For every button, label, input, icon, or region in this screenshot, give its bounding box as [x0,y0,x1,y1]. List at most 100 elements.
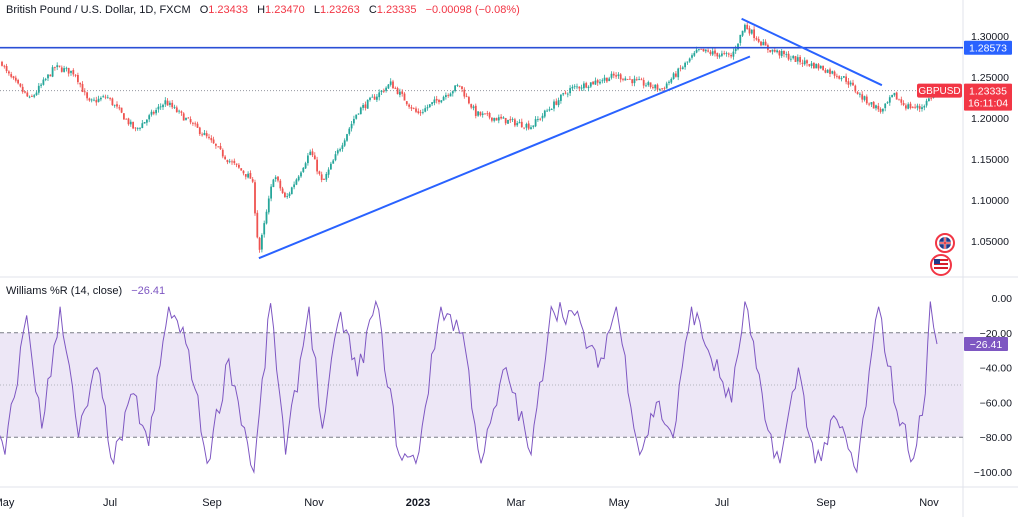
candle [564,90,567,95]
candle [12,75,15,80]
candle [221,148,224,159]
candle [785,51,788,58]
candle [672,72,675,80]
candle [265,209,268,225]
wr-tick-label: −80.00 [980,432,1013,444]
candle [562,92,565,97]
candle [468,95,470,105]
candle [401,89,404,97]
candle [210,135,213,143]
candle [113,104,116,108]
candle [240,168,243,171]
candle [256,210,259,239]
candle [346,133,348,142]
candle [615,72,617,79]
candle [339,147,341,153]
candle [233,158,236,166]
candle [723,50,726,56]
candle [578,86,581,92]
symbol-title: British Pound / U.S. Dollar, 1D, FXCM [6,4,191,16]
candle [619,73,622,83]
candle [470,103,473,110]
candle [806,59,808,67]
candle [284,191,286,198]
candle [129,119,132,127]
candle [371,94,374,98]
bar-countdown-label: 16:11:04 [968,98,1008,110]
candle [79,82,82,88]
candle [686,61,689,65]
candle [888,95,891,106]
candle [796,54,799,65]
candle [856,91,859,95]
candle [776,49,778,54]
candle [67,67,70,77]
candle [509,116,512,123]
candle [198,126,201,136]
candle [546,108,548,113]
candle [65,66,68,72]
candle [10,71,13,79]
candle [134,127,137,132]
candle [74,74,77,78]
candle [359,106,362,115]
gbp-flag-icon[interactable] [935,233,955,253]
candle [734,45,737,54]
candle [631,79,634,87]
candle [212,136,215,144]
candle [330,161,332,170]
candle [838,75,841,80]
candle [516,120,519,127]
candle [178,109,180,114]
candle [493,117,496,123]
candle [3,64,6,69]
open-label: O [199,4,209,16]
candle [201,132,203,137]
candle [224,155,226,160]
chart-legend[interactable]: British Pound / U.S. Dollar, 1D, FXCM O1… [6,4,520,16]
candle [369,96,371,102]
candle [679,65,682,72]
usd-flag-icon[interactable] [930,254,952,276]
indicator-legend[interactable]: Williams %R (14, close) −26.41 [6,285,165,297]
candle [412,107,415,110]
candle [518,119,521,124]
candle [353,115,355,126]
candle [548,106,551,112]
candle [727,52,730,58]
candle [155,107,157,116]
candle [83,88,86,96]
candle [307,153,309,166]
candle [665,81,668,89]
candle [293,181,295,190]
descending-trendline[interactable] [741,17,883,87]
candle [709,49,712,56]
ascending-trendline[interactable] [258,55,751,260]
candle [599,79,601,85]
candle [267,195,270,215]
candle [415,106,417,114]
candle [380,90,383,95]
candle [702,48,705,52]
candle [769,50,772,53]
candle [40,82,42,89]
candle [281,186,284,194]
wr-last-value-label: −26.41 [970,339,1003,351]
close-label: C [368,4,377,16]
candle [17,78,19,85]
candle [746,22,749,30]
low-label: L [313,4,320,16]
candle [42,77,45,86]
candle [603,74,606,84]
candle [26,91,29,97]
candle [891,94,893,98]
candle [886,101,889,105]
price-tick-label: 1.30000 [971,31,1009,43]
candle [923,104,926,111]
candle [675,71,677,78]
candle [819,65,822,70]
candle [479,111,482,117]
candle [277,176,279,183]
